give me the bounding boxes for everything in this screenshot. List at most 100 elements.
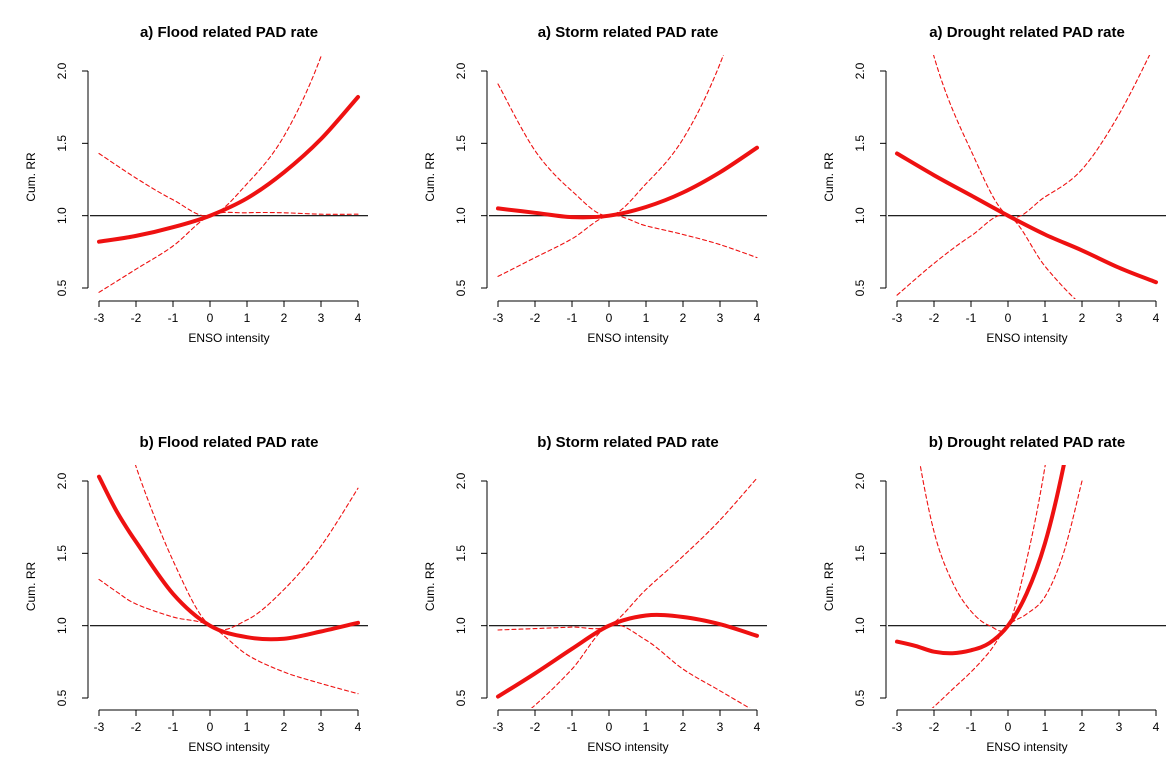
x-axis-label: ENSO intensity <box>587 331 668 345</box>
x-tick-label: -1 <box>966 311 977 325</box>
x-axis-label: ENSO intensity <box>188 331 269 345</box>
x-tick-label: -3 <box>94 720 105 734</box>
x-tick-label: 3 <box>1116 720 1123 734</box>
y-tick-label: 0.5 <box>853 279 867 296</box>
panel-title: b) Storm related PAD rate <box>537 434 718 451</box>
x-tick-label: 0 <box>207 311 214 325</box>
y-tick-label: 1.5 <box>853 135 867 152</box>
x-tick-label: 4 <box>1153 720 1160 734</box>
x-tick-label: -3 <box>892 720 903 734</box>
x-tick-label: 2 <box>281 720 288 734</box>
series-line-ci-upper <box>98 55 323 217</box>
x-tick-label: 2 <box>1079 720 1086 734</box>
series-line-ci-upper <box>134 465 359 631</box>
y-axis-label: Cum. RR <box>24 152 38 202</box>
y-tick-label: 1.0 <box>55 207 69 224</box>
panel-6: b) Drought related PAD rate ENSO intensit… <box>822 434 1166 754</box>
series-line-estimate <box>97 474 360 642</box>
x-tick-label: 4 <box>754 311 761 325</box>
panel-title: a) Drought related PAD rate <box>929 24 1125 41</box>
x-tick-label: 3 <box>717 311 724 325</box>
series-line-estimate <box>97 95 360 244</box>
y-tick-label: 0.5 <box>853 689 867 706</box>
x-tick-label: 4 <box>754 720 761 734</box>
series-line-ci-upper <box>497 55 724 217</box>
x-tick-label: 0 <box>1005 720 1012 734</box>
x-tick-label: -2 <box>131 311 142 325</box>
y-tick-label: 1.0 <box>454 207 468 224</box>
x-tick-label: -1 <box>966 720 977 734</box>
x-tick-label: -3 <box>94 311 105 325</box>
y-tick-label: 1.0 <box>853 617 867 634</box>
panel-title: b) Flood related PAD rate <box>140 434 319 451</box>
x-tick-label: 1 <box>1042 311 1049 325</box>
x-tick-label: 4 <box>355 720 362 734</box>
x-tick-label: -2 <box>530 311 541 325</box>
y-tick-label: 1.0 <box>853 207 867 224</box>
y-tick-label: 2.0 <box>853 62 867 79</box>
y-axis-label: Cum. RR <box>423 562 437 612</box>
series-line-ci-lower <box>98 578 359 695</box>
y-tick-label: 2.0 <box>55 472 69 489</box>
series-line-estimate <box>496 612 759 699</box>
y-axis-label: Cum. RR <box>24 562 38 612</box>
x-tick-label: -2 <box>929 720 940 734</box>
x-tick-label: 1 <box>643 311 650 325</box>
x-tick-label: -3 <box>892 311 903 325</box>
panel-title: a) Storm related PAD rate <box>538 24 719 41</box>
y-tick-label: 0.5 <box>454 689 468 706</box>
x-tick-label: 0 <box>207 720 214 734</box>
y-axis-label: Cum. RR <box>822 152 836 202</box>
y-tick-label: 1.5 <box>55 545 69 562</box>
y-tick-label: 0.5 <box>55 279 69 296</box>
x-tick-label: 2 <box>281 311 288 325</box>
y-tick-label: 2.0 <box>454 62 468 79</box>
x-axis-label: ENSO intensity <box>986 740 1067 754</box>
x-tick-label: 4 <box>1153 311 1160 325</box>
x-tick-label: -2 <box>929 311 940 325</box>
x-tick-label: 3 <box>1116 311 1123 325</box>
panel-4: b) Flood related PAD rate ENSO intensity C… <box>24 434 368 754</box>
y-tick-label: 1.0 <box>55 617 69 634</box>
x-tick-label: 3 <box>318 311 325 325</box>
x-tick-label: 1 <box>1042 720 1049 734</box>
x-tick-label: -1 <box>567 720 578 734</box>
y-tick-label: 0.5 <box>454 279 468 296</box>
x-tick-label: -1 <box>168 311 179 325</box>
panel-title: b) Drought related PAD rate <box>929 434 1125 451</box>
x-axis-label: ENSO intensity <box>587 740 668 754</box>
x-tick-label: 1 <box>643 720 650 734</box>
y-tick-label: 2.0 <box>853 472 867 489</box>
x-tick-label: -2 <box>131 720 142 734</box>
x-tick-label: 0 <box>606 311 613 325</box>
series-line-estimate <box>895 465 1066 656</box>
x-axis-label: ENSO intensity <box>986 331 1067 345</box>
panel-2: a) Storm related PAD rate ENSO intensity C… <box>423 24 767 345</box>
y-tick-label: 1.5 <box>55 135 69 152</box>
x-tick-label: 3 <box>318 720 325 734</box>
x-tick-label: -1 <box>168 720 179 734</box>
y-tick-label: 1.5 <box>853 545 867 562</box>
series-line-ci-lower <box>931 480 1083 708</box>
x-tick-label: 2 <box>680 720 687 734</box>
series-line-ci-upper <box>497 477 758 631</box>
panel-1: a) Flood related PAD rate ENSO intensity C… <box>24 24 368 345</box>
x-tick-label: 3 <box>717 720 724 734</box>
x-tick-label: -1 <box>567 311 578 325</box>
x-tick-label: 2 <box>1079 311 1086 325</box>
panel-title: a) Flood related PAD rate <box>140 24 318 41</box>
y-tick-label: 1.5 <box>454 135 468 152</box>
x-tick-label: 1 <box>244 720 251 734</box>
x-tick-label: -3 <box>493 720 504 734</box>
y-tick-label: 0.5 <box>55 689 69 706</box>
panel-3: a) Drought related PAD rate ENSO intensit… <box>822 24 1166 345</box>
series-line-ci-lower <box>98 211 359 293</box>
y-tick-label: 1.0 <box>454 617 468 634</box>
series-line-ci-lower <box>497 214 758 277</box>
y-axis-label: Cum. RR <box>423 152 437 202</box>
series-line-estimate <box>895 151 1158 285</box>
series-line-ci-lower <box>530 624 751 708</box>
x-tick-label: -2 <box>530 720 541 734</box>
x-axis-label: ENSO intensity <box>188 740 269 754</box>
